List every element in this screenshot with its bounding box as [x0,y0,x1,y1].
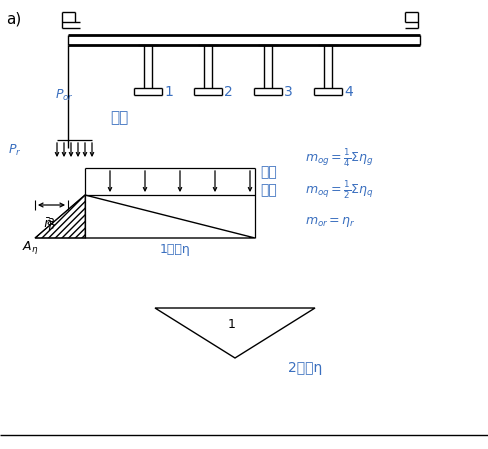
Text: 挂车: 挂车 [260,165,276,179]
Text: 4: 4 [343,85,352,99]
Text: 汽车: 汽车 [260,183,276,197]
Text: $P_{or}$: $P_{or}$ [55,88,74,102]
Text: $A_\eta$: $A_\eta$ [22,239,39,256]
Text: 1: 1 [227,318,235,331]
Text: $\bar{\eta}_r$: $\bar{\eta}_r$ [43,217,57,233]
Text: 2: 2 [224,85,232,99]
Text: 1号梁η: 1号梁η [160,243,190,256]
Text: 1: 1 [163,85,173,99]
Text: a): a) [6,12,21,27]
Text: 3: 3 [284,85,292,99]
Text: $P_r$: $P_r$ [8,142,21,158]
Text: 人群: 人群 [110,110,128,126]
Text: 2号梁η: 2号梁η [287,361,322,375]
Text: $m_{og}=\frac{1}{4}\Sigma\eta_g$: $m_{og}=\frac{1}{4}\Sigma\eta_g$ [305,147,373,169]
Text: a: a [46,215,54,228]
Text: $m_{oq}=\frac{1}{2}\Sigma\eta_q$: $m_{oq}=\frac{1}{2}\Sigma\eta_q$ [305,179,373,201]
Text: $m_{or}=\eta_r$: $m_{or}=\eta_r$ [305,215,355,229]
